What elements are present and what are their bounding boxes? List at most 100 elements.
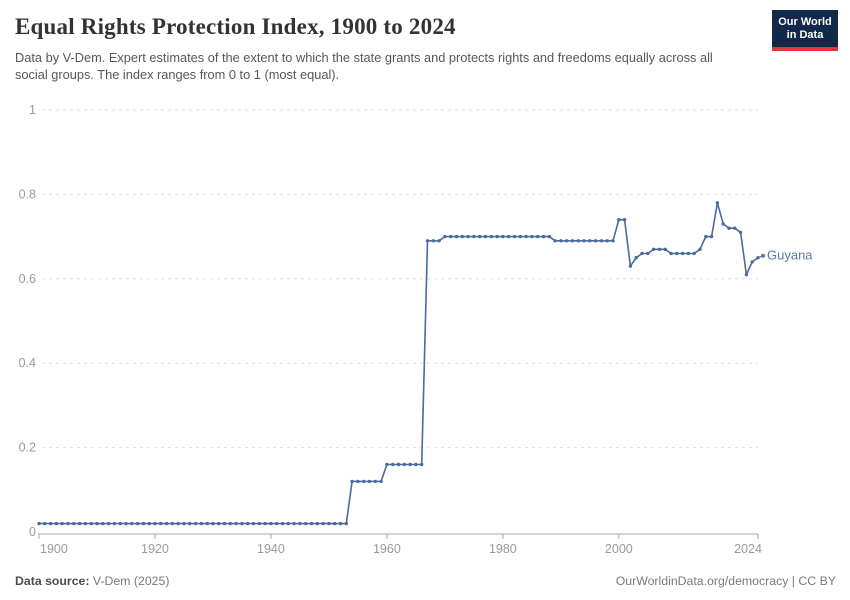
series-point[interactable]	[234, 521, 238, 526]
series-point[interactable]	[54, 521, 59, 526]
series-point[interactable]	[570, 239, 575, 243]
series-point[interactable]	[738, 230, 743, 235]
series-point[interactable]	[454, 234, 459, 239]
series-point[interactable]	[199, 521, 204, 526]
series-point[interactable]	[286, 521, 290, 526]
series-point[interactable]	[530, 234, 534, 239]
series-point[interactable]	[72, 521, 76, 526]
series-point[interactable]	[37, 521, 41, 526]
series-point[interactable]	[512, 234, 517, 239]
series-point[interactable]	[304, 521, 308, 526]
chart-canvas[interactable]: 0 0.2 0.4 0.6 0.8 1 1900 1920 1940 1960 1980 2000 20…	[0, 90, 850, 560]
series-point[interactable]	[182, 521, 186, 526]
series-point[interactable]	[153, 521, 157, 526]
series-point[interactable]	[425, 239, 430, 243]
series-point[interactable]	[89, 521, 93, 526]
series-point[interactable]	[559, 239, 563, 243]
series-point[interactable]	[101, 521, 105, 526]
series-point[interactable]	[680, 251, 685, 256]
series-point[interactable]	[495, 234, 499, 239]
series-point[interactable]	[48, 521, 53, 526]
series-point[interactable]	[240, 521, 244, 526]
series-point[interactable]	[744, 272, 749, 277]
series-point[interactable]	[402, 462, 406, 467]
series-point[interactable]	[709, 234, 714, 239]
series-point[interactable]	[466, 234, 470, 239]
series-point[interactable]	[66, 521, 70, 526]
series-point[interactable]	[135, 521, 140, 526]
series-point[interactable]	[95, 521, 99, 526]
series-point[interactable]	[704, 234, 708, 239]
series-point[interactable]	[391, 462, 395, 467]
series-point[interactable]	[733, 226, 737, 230]
series-point[interactable]	[507, 234, 511, 239]
series-point[interactable]	[211, 521, 215, 526]
series-point[interactable]	[651, 247, 656, 251]
series-point[interactable]	[634, 256, 638, 260]
series-point[interactable]	[205, 521, 209, 526]
series-point[interactable]	[727, 226, 731, 230]
series-point[interactable]	[379, 479, 383, 484]
series-point[interactable]	[437, 239, 441, 243]
series-point[interactable]	[478, 234, 482, 239]
series-point[interactable]	[408, 462, 412, 467]
series-point[interactable]	[617, 218, 621, 222]
series-point[interactable]	[118, 521, 122, 526]
series-point[interactable]	[518, 234, 522, 239]
series-point[interactable]	[663, 247, 667, 251]
series-point[interactable]	[686, 251, 691, 256]
series-point[interactable]	[396, 462, 401, 467]
series-point[interactable]	[367, 479, 372, 484]
series-point[interactable]	[443, 234, 447, 239]
series-point[interactable]	[483, 234, 488, 239]
entity-label-guyana[interactable]: Guyana	[767, 248, 813, 263]
series-point[interactable]	[489, 234, 493, 239]
series-point[interactable]	[292, 521, 296, 526]
series-point[interactable]	[246, 521, 250, 526]
series-point[interactable]	[385, 462, 389, 467]
series-point[interactable]	[501, 234, 505, 239]
series-point[interactable]	[553, 239, 557, 243]
series-point[interactable]	[77, 521, 82, 526]
series-point[interactable]	[321, 521, 325, 526]
series-point[interactable]	[193, 521, 198, 526]
series-point[interactable]	[698, 247, 702, 251]
series-point[interactable]	[269, 521, 273, 526]
series-point[interactable]	[449, 234, 453, 239]
series-point[interactable]	[593, 239, 598, 243]
series-point[interactable]	[588, 239, 592, 243]
series-point[interactable]	[170, 521, 175, 526]
series-point[interactable]	[130, 521, 134, 526]
series-point[interactable]	[356, 479, 360, 484]
series-point[interactable]	[188, 521, 192, 526]
series-point[interactable]	[599, 239, 604, 243]
series-point[interactable]	[164, 521, 169, 526]
series-point[interactable]	[43, 521, 47, 526]
series-point[interactable]	[280, 521, 285, 526]
series-point[interactable]	[147, 521, 151, 526]
series-point[interactable]	[611, 239, 615, 243]
series-point[interactable]	[541, 234, 546, 239]
series-point[interactable]	[675, 251, 679, 256]
series-point[interactable]	[83, 521, 88, 526]
series-point[interactable]	[263, 521, 267, 526]
series-point[interactable]	[327, 521, 331, 526]
series-point[interactable]	[222, 521, 227, 526]
series-point[interactable]	[622, 218, 627, 222]
series-point[interactable]	[309, 521, 314, 526]
series-point[interactable]	[159, 521, 163, 526]
series-point[interactable]	[106, 521, 111, 526]
series-point[interactable]	[414, 462, 418, 467]
series-point[interactable]	[338, 521, 343, 526]
series-point[interactable]	[362, 479, 366, 484]
series-point[interactable]	[628, 264, 633, 268]
series-point[interactable]	[721, 222, 725, 226]
series-point[interactable]	[333, 521, 337, 526]
series-point[interactable]	[298, 521, 302, 526]
series-point[interactable]	[576, 239, 580, 243]
series-point[interactable]	[315, 521, 319, 526]
series-point[interactable]	[657, 247, 662, 251]
footer-license-link[interactable]: OurWorldinData.org/democracy | CC BY	[615, 574, 836, 588]
series-point[interactable]	[275, 521, 279, 526]
series-point[interactable]	[420, 462, 424, 467]
